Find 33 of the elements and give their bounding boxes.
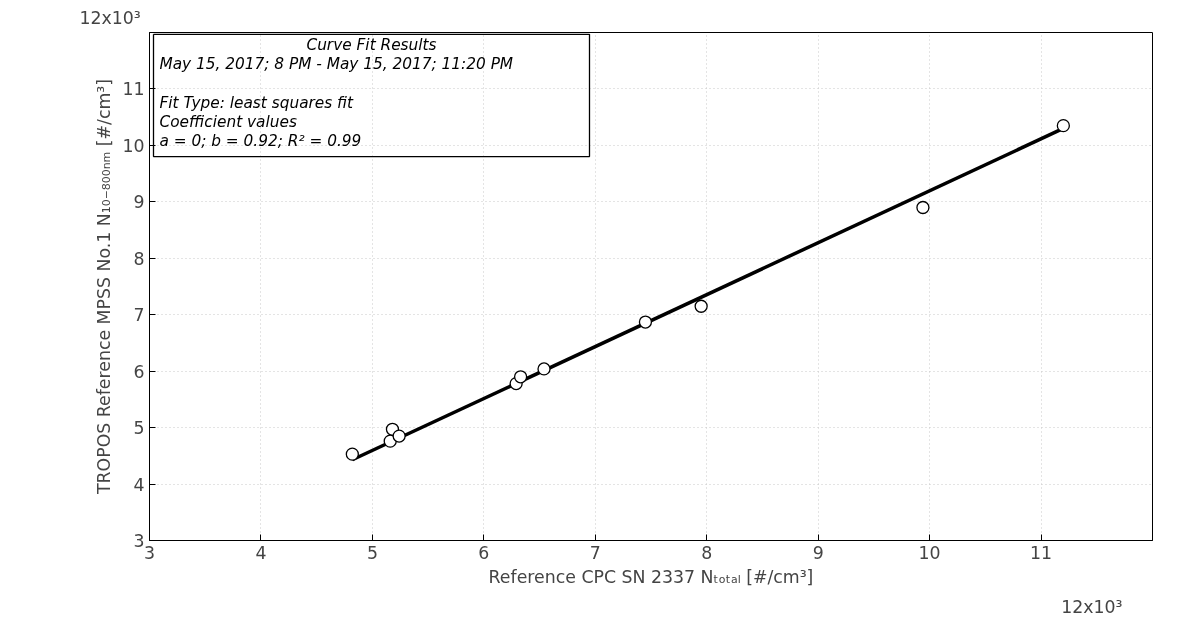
y-axis-title: TROPOS Reference MPSS No.1 N₁₀₋₈₀₀ₙₘ [#/cm³] (94, 78, 115, 496)
x-tick-label: 6 (478, 542, 490, 563)
annotation: Fit Type: least squares fit (159, 93, 355, 112)
y-tick-label: 4 (133, 474, 145, 495)
y-tick-label: 8 (133, 248, 145, 269)
text: 12x10³ (1061, 596, 1123, 617)
point (513, 370, 528, 384)
point (1056, 119, 1070, 133)
point (916, 200, 930, 215)
annotation: Coefficient values (159, 112, 297, 131)
annotation: May 15, 2017; 8 PM - May 15, 2017; 11:20 PM (159, 55, 514, 74)
y-tick-label: 11 (122, 79, 145, 100)
annotation: Curve Fit Results (306, 36, 437, 55)
x-tick-label: 7 (589, 542, 601, 563)
x-tick-label: 11 (1030, 542, 1053, 563)
y-tick-label: 9 (133, 192, 145, 213)
point (638, 315, 653, 329)
y-tick-label: 6 (133, 361, 145, 382)
y-tick-label: 5 (133, 418, 145, 439)
y-tick-label: 7 (133, 305, 145, 326)
point (537, 362, 551, 376)
x-axis-title: Reference CPC SN 2337 Nₜₒₜₐₗ [#/cm³] (488, 566, 814, 587)
annotation: a = 0; b = 0.92; R² = 0.99 (159, 132, 362, 151)
x-tick-label: 10 (918, 542, 941, 563)
x-tick-label: 5 (366, 542, 378, 563)
text: 12x10³ (79, 7, 141, 28)
x-tick-label: 8 (701, 542, 713, 563)
x-tick-label: 4 (255, 542, 267, 563)
point (345, 447, 359, 461)
point (392, 429, 406, 443)
y-tick-label: 10 (122, 135, 145, 156)
x-tick-label: 9 (812, 542, 824, 563)
point (694, 299, 708, 313)
